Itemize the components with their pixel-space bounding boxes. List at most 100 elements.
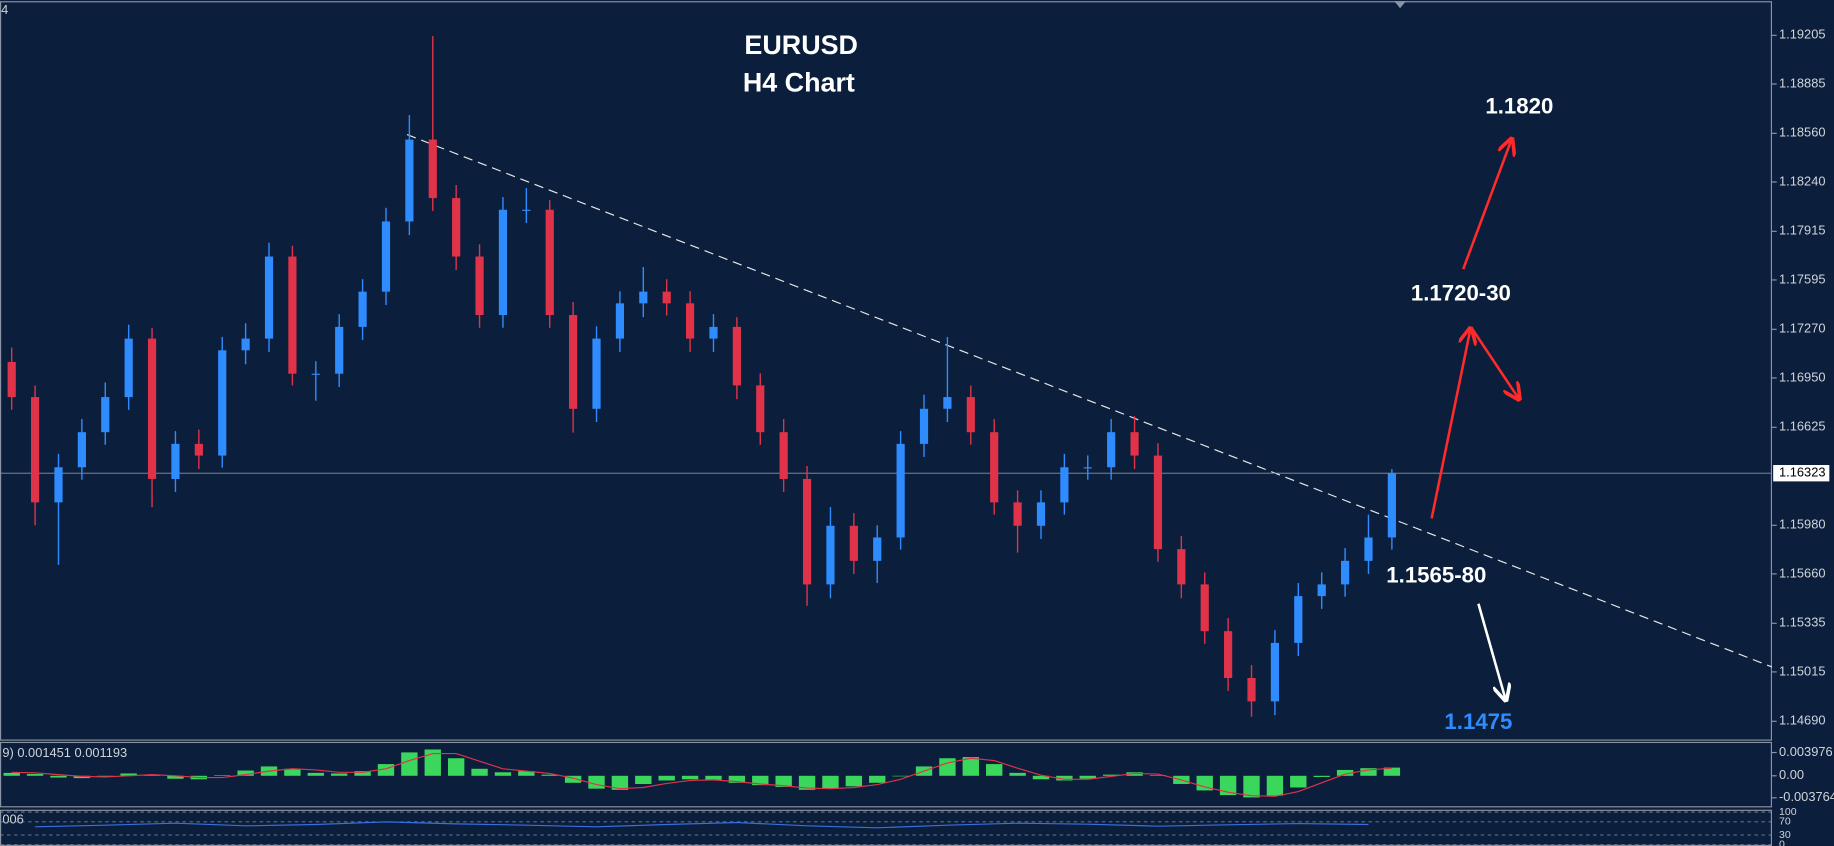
y-tick-label: 30 — [1779, 829, 1791, 841]
candle-body — [1317, 584, 1326, 597]
candle-body — [709, 326, 718, 339]
y-tick-label: 1.17595 — [1779, 271, 1825, 286]
arrow — [1430, 330, 1471, 519]
macd-bar — [1383, 767, 1401, 776]
macd-bar — [1219, 775, 1237, 796]
osc-label: 006 — [2, 812, 23, 827]
macd-bar — [1313, 775, 1330, 777]
macd-bar — [1290, 775, 1307, 788]
macd-bar — [377, 764, 395, 776]
macd-bar — [471, 768, 488, 776]
candle-body — [545, 209, 554, 316]
last-price-box — [1773, 465, 1830, 482]
target-label: 1.1820 — [1485, 94, 1553, 119]
macd-bar — [939, 758, 956, 776]
candle-body — [522, 209, 531, 211]
macd-bar — [1056, 775, 1073, 781]
macd-bar — [1196, 775, 1213, 791]
macd-bar — [120, 773, 137, 776]
candle-body — [685, 303, 695, 339]
macd-bar — [354, 771, 371, 776]
candle-body — [147, 338, 157, 479]
macd-bar — [588, 775, 605, 789]
candle-body — [1364, 537, 1373, 561]
macd-bar — [1360, 768, 1377, 776]
candle-body — [1387, 473, 1396, 538]
macd-bar — [1149, 775, 1167, 776]
candle-body — [639, 291, 648, 304]
macd-bar — [986, 764, 1003, 776]
macd-bar — [1336, 769, 1354, 776]
candle-body — [241, 338, 250, 351]
macd-bar — [331, 773, 348, 776]
y-tick-label: 1.18885 — [1779, 75, 1825, 90]
macd-bar — [681, 775, 699, 780]
y-tick-label: 0.00 — [1779, 767, 1804, 782]
macd-bar — [50, 775, 67, 778]
y-tick-label: 100 — [1779, 806, 1797, 818]
candle-body — [849, 525, 858, 561]
candle-body — [662, 291, 671, 304]
macd-bar — [167, 775, 184, 779]
candle-body — [498, 209, 508, 316]
candle-body — [896, 443, 905, 538]
last-price-label: 1.16323 — [1779, 465, 1825, 480]
arrow — [1462, 140, 1511, 270]
macd-bar — [97, 775, 114, 777]
candle-body — [1340, 560, 1350, 585]
candle-body — [1200, 584, 1209, 632]
main-pane — [0, 36, 1773, 717]
macd-bar — [3, 772, 20, 776]
candle-body — [592, 338, 601, 409]
macd-bar — [1079, 775, 1096, 779]
macd-bar — [424, 749, 441, 776]
candle-body — [1130, 432, 1139, 456]
chart-title: EURUSD — [744, 30, 858, 60]
y-tick-label: 70 — [1779, 816, 1791, 828]
resistance-label: 1.1720-30 — [1411, 281, 1511, 306]
scenario-arrows — [1430, 140, 1519, 699]
macd-bar — [1266, 775, 1284, 796]
candle-body — [1060, 467, 1069, 503]
candle-body — [30, 397, 40, 503]
y-tick-label: 1.18240 — [1779, 173, 1825, 188]
y-tick-label: 1.16950 — [1779, 369, 1825, 384]
candle-body — [358, 291, 367, 327]
candle-body — [194, 443, 203, 456]
y-tick-label: -0.003764 — [1779, 789, 1834, 804]
candle-body — [1224, 631, 1233, 678]
candle-body — [569, 315, 578, 409]
macd-bar — [447, 758, 465, 776]
macd-bar — [728, 775, 746, 783]
y-tick-label: 0.003976 — [1779, 744, 1833, 759]
macd-bar — [541, 774, 558, 776]
macd-bar — [775, 775, 792, 787]
candle-body — [802, 478, 812, 585]
y-tick-label: 1.15660 — [1779, 565, 1825, 580]
arrow — [1477, 603, 1505, 699]
candle-body — [452, 198, 461, 257]
candle-body — [1177, 549, 1186, 585]
macd-bar — [1102, 774, 1120, 776]
candle-body — [615, 303, 625, 339]
candle-body — [264, 256, 274, 339]
macd-bar — [705, 775, 722, 780]
candle-body — [101, 397, 110, 433]
candle-body — [381, 221, 391, 292]
candle-body — [1083, 467, 1092, 469]
y-tick-label: 1.16625 — [1779, 419, 1825, 434]
y-tick-label: 1.19205 — [1779, 27, 1825, 42]
macd-bar — [869, 775, 886, 783]
candle-body — [311, 373, 320, 375]
osc-pane-border — [0, 809, 1773, 846]
macd-bar — [1243, 775, 1260, 798]
y-tick-label: 1.17915 — [1779, 223, 1825, 238]
macd-bar — [962, 757, 979, 776]
oscillator-line — [35, 821, 1369, 829]
candle-body — [1013, 502, 1022, 526]
candle-body — [428, 139, 437, 199]
macd-bar — [284, 768, 301, 776]
macd-label: 9) 0.001451 0.001193 — [2, 745, 127, 760]
